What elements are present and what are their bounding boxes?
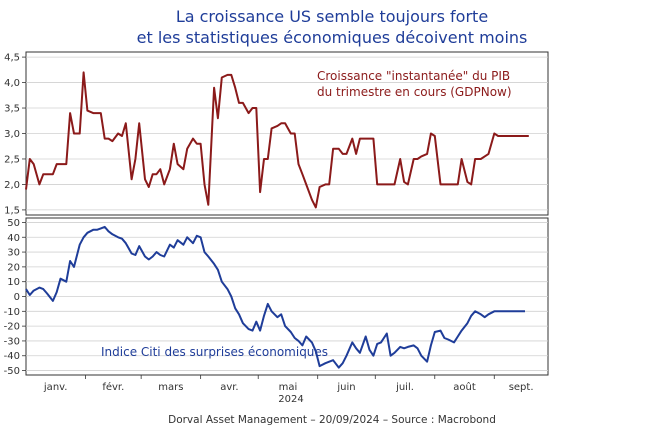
chart-title: La croissance US semble toujours forte e… (0, 6, 664, 48)
top-y-tick-label: 3,5 (4, 104, 20, 115)
bottom-gridlines (26, 222, 548, 371)
x-month-label: janv. (43, 382, 68, 393)
bottom-y-tick-label: 30 (7, 248, 20, 259)
x-month-label: sept. (509, 382, 534, 393)
gdpnow-annotation-line-2: du trimestre en cours (GDPNow) (317, 85, 512, 99)
x-month-label: juin (336, 382, 355, 393)
x-month-label: mai (279, 382, 298, 393)
citi-surprise-series-line (25, 225, 525, 369)
gdpnow-annotation-line-1: Croissance "instantanée" du PIB (317, 69, 510, 83)
bottom-y-tick-label: -30 (4, 336, 20, 347)
citi-annotation: Indice Citi des surprises économiques (101, 345, 328, 359)
chart-title-line-1: La croissance US semble toujours forte (175, 7, 489, 26)
bottom-y-tick-label: -20 (4, 322, 20, 333)
x-month-label: août (453, 381, 476, 393)
top-y-tick-label: 2,0 (4, 180, 20, 191)
bottom-y-tick-label: 50 (7, 218, 20, 229)
gdpnow-series-line (25, 71, 529, 209)
top-y-tick-label: 4,0 (4, 78, 20, 89)
x-month-label: avr. (220, 382, 238, 393)
bottom-y-tick-label: 10 (7, 277, 20, 288)
series-group (25, 71, 529, 369)
top-y-tick-label: 2,5 (4, 154, 20, 165)
bottom-y-tick-label: 0 (14, 292, 20, 303)
top-y-axis: 1,5 2,0 2,5 3,0 3,5 4,0 4,5 (4, 53, 26, 216)
x-month-label: juil. (395, 382, 414, 393)
bottom-y-tick-label: -10 (4, 307, 20, 318)
chart-title-line-2: et les statistiques économiques décoiven… (136, 28, 528, 47)
bottom-y-tick-label: -50 (4, 366, 20, 377)
footer-source: Dorval Asset Management – 20/09/2024 – S… (168, 414, 496, 426)
x-axis-year-label: 2024 (278, 394, 303, 405)
top-y-tick-label: 4,5 (4, 53, 20, 64)
bottom-y-tick-label: 40 (7, 233, 20, 244)
top-y-tick-label: 1,5 (4, 205, 20, 216)
x-month-label: mars (158, 382, 183, 393)
x-month-label: févr. (102, 381, 124, 393)
top-y-tick-label: 3,0 (4, 129, 20, 140)
bottom-y-tick-label: -40 (4, 351, 20, 362)
x-axis: janv. févr. mars avr. mai juin juil. août sept. (43, 375, 534, 393)
bottom-y-tick-label: 20 (7, 262, 20, 273)
bottom-y-axis: 50 40 30 20 10 0 -10 -20 -30 -40 -50 (4, 218, 26, 377)
